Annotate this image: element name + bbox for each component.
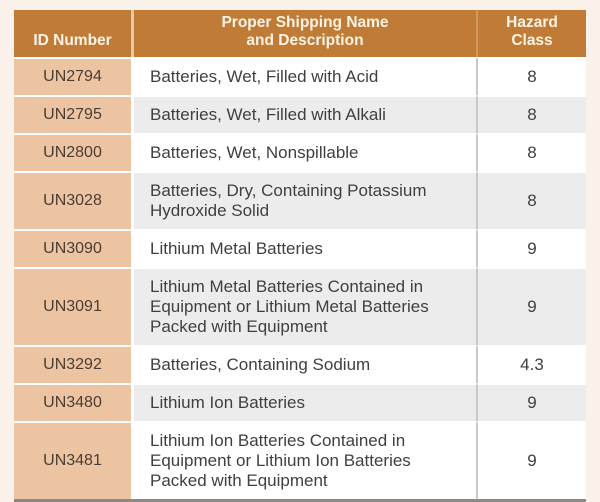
table-row: UN3028 Batteries, Dry, Containing Potassi… — [14, 171, 586, 229]
table-body: UN2794 Batteries, Wet, Filled with Acid 8 U… — [14, 57, 586, 499]
table-row: UN3481 Lithium Ion Batteries Contained in… — [14, 421, 586, 499]
id-number-cell: UN2795 — [14, 95, 134, 133]
description-cell: Lithium Metal Batteries Contained in Equ… — [134, 267, 476, 345]
description-cell: Lithium Metal Batteries — [134, 229, 476, 267]
header-id-number: ID Number — [14, 10, 134, 57]
description-cell: Batteries, Dry, Containing Potassium Hyd… — [134, 171, 476, 229]
header-shipping-name: Proper Shipping Name and Description — [134, 10, 476, 57]
id-number-cell: UN3028 — [14, 171, 134, 229]
id-number-cell: UN3091 — [14, 267, 134, 345]
hazard-class-cell: 8 — [476, 133, 586, 171]
table-header: ID Number Proper Shipping Name and Descr… — [14, 10, 586, 57]
table-row: UN2794 Batteries, Wet, Filled with Acid 8 — [14, 57, 586, 95]
description-cell: Batteries, Wet, Nonspillable — [134, 133, 476, 171]
header-shipping-name-label: Proper Shipping Name and Description — [221, 14, 389, 49]
hazard-class-cell: 4.3 — [476, 345, 586, 383]
description-cell: Batteries, Wet, Filled with Acid — [134, 57, 476, 95]
table-row: UN3091 Lithium Metal Batteries Contained … — [14, 267, 586, 345]
hazard-class-cell: 9 — [476, 421, 586, 499]
hazard-class-cell: 9 — [476, 383, 586, 421]
table-row: UN2800 Batteries, Wet, Nonspillable 8 — [14, 133, 586, 171]
header-hazard-class: Hazard Class — [476, 10, 586, 57]
table-row: UN3292 Batteries, Containing Sodium 4.3 — [14, 345, 586, 383]
id-number-cell: UN3090 — [14, 229, 134, 267]
hazard-class-cell: 8 — [476, 57, 586, 95]
id-number-cell: UN2794 — [14, 57, 134, 95]
description-cell: Lithium Ion Batteries Contained in Equip… — [134, 421, 476, 499]
table-row: UN3090 Lithium Metal Batteries 9 — [14, 229, 586, 267]
header-hazard-class-label: Hazard Class — [506, 14, 558, 49]
header-id-number-label: ID Number — [33, 32, 112, 49]
id-number-cell: UN3292 — [14, 345, 134, 383]
page: ID Number Proper Shipping Name and Descr… — [14, 10, 586, 502]
table-row: UN2795 Batteries, Wet, Filled with Alkali… — [14, 95, 586, 133]
hazard-class-cell: 9 — [476, 267, 586, 345]
id-number-cell: UN2800 — [14, 133, 134, 171]
hazard-class-cell: 8 — [476, 171, 586, 229]
description-cell: Lithium Ion Batteries — [134, 383, 476, 421]
hazard-class-cell: 8 — [476, 95, 586, 133]
hazard-class-cell: 9 — [476, 229, 586, 267]
id-number-cell: UN3481 — [14, 421, 134, 499]
description-cell: Batteries, Wet, Filled with Alkali — [134, 95, 476, 133]
hazmat-classification-table: ID Number Proper Shipping Name and Descr… — [14, 10, 586, 502]
id-number-cell: UN3480 — [14, 383, 134, 421]
table-row: UN3480 Lithium Ion Batteries 9 — [14, 383, 586, 421]
header-row: ID Number Proper Shipping Name and Descr… — [14, 10, 586, 57]
description-cell: Batteries, Containing Sodium — [134, 345, 476, 383]
